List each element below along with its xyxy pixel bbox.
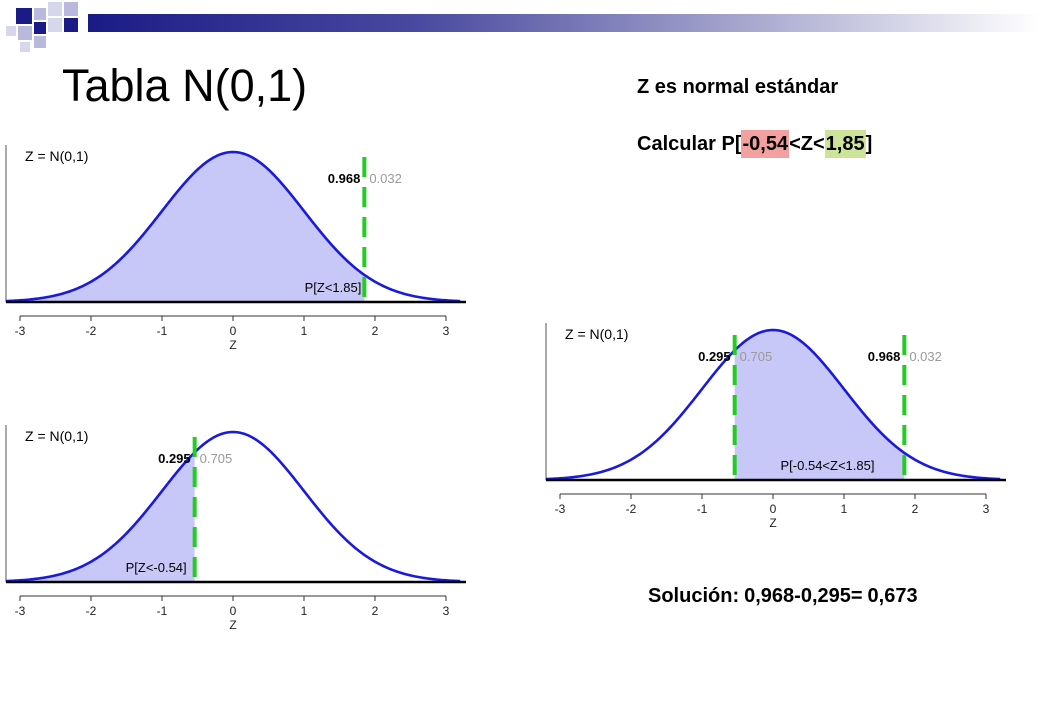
chart-p-z-less-1-85: -3 -2 -1 0 1 2 3 Z Z = N(0,1) 0.968 0.032 P[Z<1.85] (5, 145, 466, 352)
question-upper-bound: 1,85 (824, 130, 866, 158)
chart2-tick-label-6: 3 (983, 502, 990, 516)
chart2-value-right-0: 0.705 (740, 349, 773, 364)
question-middle: <Z< (789, 133, 825, 155)
chart1-tick-label-1: -2 (86, 604, 97, 618)
chart0-tick-label-5: 2 (372, 324, 379, 338)
corner-decoration (6, 2, 78, 52)
chart2-value-left-0: 0.295 (698, 349, 731, 364)
solution-result: 0,673 (867, 585, 918, 607)
chart1-tick-label-0: -3 (15, 604, 26, 618)
chart1-value-left-0: 0.295 (158, 451, 191, 466)
question: Calcular P[-0,54<Z<1,85] (637, 130, 873, 158)
subtitle: Z es normal estándar (637, 76, 839, 98)
chart0-tick-label-3: 0 (230, 324, 237, 338)
solution: Solución: 0,968-0,295= 0,673 (648, 585, 923, 608)
chart-p-z-less-minus-0-54: -3 -2 -1 0 1 2 3 Z Z = N(0,1) 0.295 0.705 P[Z<-0.54… (5, 425, 466, 632)
chart2-shaded-area (734, 330, 905, 480)
chart2-distribution-label: Z = N(0,1) (565, 326, 628, 342)
chart2-value-left-1: 0.968 (868, 349, 901, 364)
chart1-tick-label-2: -1 (157, 604, 168, 618)
chart2-tick-label-1: -2 (626, 502, 637, 516)
chart1-distribution-label: Z = N(0,1) (25, 428, 88, 444)
chart0-tick-label-6: 3 (443, 324, 450, 338)
chart1-shaded-area (5, 452, 195, 582)
chart2-tick-label-2: -1 (697, 502, 708, 516)
solution-expression: 0,968-0,295= (744, 585, 863, 607)
chart0-value-left-0: 0.968 (328, 171, 361, 186)
chart2-tick-label-0: -3 (555, 502, 566, 516)
chart0-tick-label-4: 1 (301, 324, 308, 338)
chart0-tick-label-1: -2 (86, 324, 97, 338)
chart2-tick-label-4: 1 (841, 502, 848, 516)
chart1-density-curve (5, 430, 461, 583)
chart1-tick-label-5: 2 (372, 604, 379, 618)
chart1-region-label: P[Z<-0.54] (126, 560, 187, 575)
question-lower-bound: -0,54 (741, 130, 790, 158)
question-suffix: ] (865, 133, 873, 155)
chart-p-between: -3 -2 -1 0 1 2 3 Z Z = N(0,1) 0.295 0.705 0.968 0.03… (545, 323, 1006, 530)
solution-label: Solución: (648, 585, 740, 607)
chart1-tick-label-3: 0 (230, 604, 237, 618)
chart2-x-axis-label: Z (769, 516, 776, 530)
chart2-region-label: P[-0.54<Z<1.85] (781, 458, 875, 473)
chart0-x-axis-label: Z (229, 338, 236, 352)
chart2-tick-label-3: 0 (770, 502, 777, 516)
chart1-value-right-0: 0.705 (200, 451, 233, 466)
chart1-x-axis-label: Z (229, 618, 236, 632)
chart0-density-curve (5, 150, 461, 303)
chart2-density-curve (545, 328, 1001, 481)
chart0-distribution-label: Z = N(0,1) (25, 148, 88, 164)
chart2-tick-label-5: 2 (912, 502, 919, 516)
chart2-value-right-1: 0.032 (909, 349, 942, 364)
chart0-region-label: P[Z<1.85] (305, 280, 362, 295)
chart0-tick-label-2: -1 (157, 324, 168, 338)
chart1-tick-label-6: 3 (443, 604, 450, 618)
slide-title: Tabla N(0,1) (62, 60, 308, 111)
question-prefix: Calcular P[ (637, 133, 742, 155)
chart0-tick-label-0: -3 (15, 324, 26, 338)
chart1-tick-label-4: 1 (301, 604, 308, 618)
chart0-value-right-0: 0.032 (369, 171, 402, 186)
title-accent-bar (88, 14, 1040, 32)
chart0-shaded-area (5, 152, 365, 302)
